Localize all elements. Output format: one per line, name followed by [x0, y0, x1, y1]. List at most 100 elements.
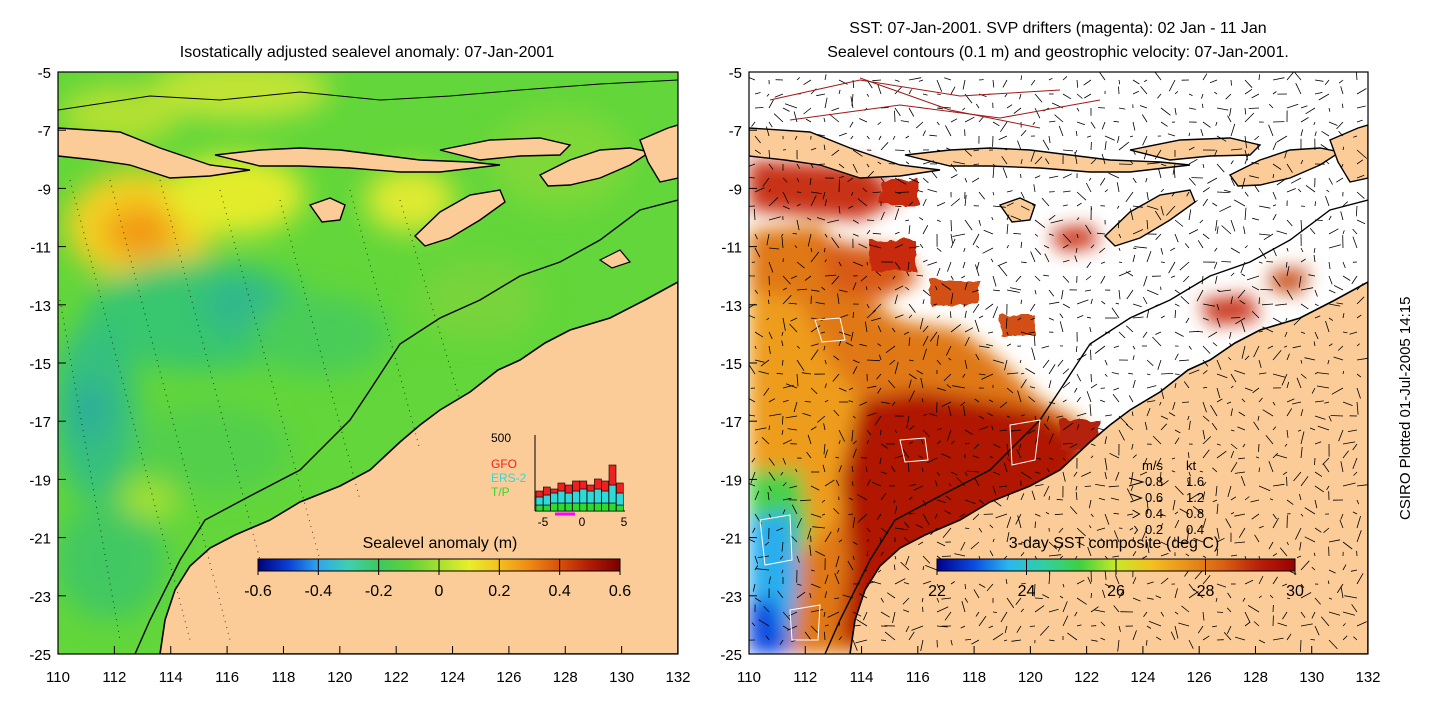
velocity-vector — [866, 479, 871, 487]
velocity-vector — [1132, 205, 1143, 208]
velocity-vector — [754, 107, 764, 109]
velocity-vector — [1085, 182, 1092, 193]
velocity-vector — [1276, 177, 1288, 186]
velocity-vector — [1003, 148, 1008, 151]
velocity-vector — [781, 340, 784, 347]
velocity-vector — [1286, 266, 1290, 277]
right-y-tick-label: -13 — [720, 298, 742, 315]
velocity-vector — [1356, 484, 1368, 487]
velocity-vector — [1293, 471, 1302, 482]
velocity-vector — [1214, 91, 1218, 95]
velocity-vector — [866, 93, 870, 97]
velocity-vector — [1101, 300, 1106, 305]
velocity-vector — [784, 103, 798, 109]
velocity-vector — [1300, 219, 1303, 232]
velocity-vector — [823, 611, 826, 617]
velocity-vector — [855, 639, 868, 644]
velocity-vector — [963, 405, 966, 417]
left-x-tick-label: 116 — [215, 669, 239, 686]
velocity-vector — [922, 130, 926, 137]
velocity-vector — [1342, 370, 1345, 375]
velocity-vector — [1292, 401, 1302, 405]
left-north-coast — [58, 79, 678, 111]
velocity-vector — [763, 606, 770, 613]
velocity-vector — [1006, 223, 1009, 235]
velocity-vector — [1241, 273, 1246, 277]
velocity-vector — [815, 302, 826, 305]
velocity-vector — [1328, 275, 1333, 285]
velocity-vector — [1013, 107, 1022, 114]
velocity-vector — [822, 464, 826, 473]
velocity-vector — [936, 219, 941, 222]
velocity-vector — [1234, 541, 1246, 544]
velocity-vector — [950, 292, 954, 305]
velocity-vector — [796, 177, 800, 182]
velocity-vector — [1159, 401, 1162, 406]
velocity-vector — [761, 437, 770, 445]
velocity-vector — [964, 597, 969, 603]
velocity-vector — [1202, 370, 1208, 375]
right-x-tick-label: 120 — [1018, 669, 1043, 686]
velocity-vector — [894, 261, 901, 270]
velocity-vector — [809, 177, 812, 185]
velocity-vector — [1230, 160, 1234, 165]
velocity-vector — [936, 149, 941, 151]
histogram-bar — [601, 502, 610, 512]
velocity-vector — [973, 443, 980, 449]
velocity-vector — [1185, 553, 1190, 557]
velocity-vector — [1132, 345, 1136, 350]
velocity-vector — [1272, 247, 1277, 257]
velocity-vector — [959, 513, 966, 518]
histogram-bar — [586, 502, 595, 512]
velocity-vector — [922, 513, 930, 525]
velocity-vector — [880, 142, 889, 151]
velocity-vector — [838, 622, 840, 627]
velocity-vector — [1160, 513, 1166, 517]
velocity-vector — [992, 443, 1001, 449]
velocity-vector — [952, 385, 966, 389]
left-colorbar-tick-label: 0 — [435, 583, 444, 600]
velocity-vector — [749, 77, 756, 81]
velocity-vector — [1215, 485, 1218, 496]
velocity-vector — [1062, 76, 1068, 81]
velocity-vector — [1286, 499, 1294, 505]
velocity-vector — [1316, 385, 1330, 389]
velocity-vector — [1125, 423, 1134, 431]
velocity-vector — [1005, 317, 1008, 329]
velocity-vector — [1336, 583, 1344, 594]
velocity-vector — [1356, 621, 1367, 627]
velocity-vector — [1090, 427, 1095, 431]
velocity-vector — [1034, 175, 1041, 179]
velocity-vector — [929, 331, 938, 342]
velocity-vector — [1090, 606, 1099, 613]
velocity-vector — [1304, 357, 1316, 361]
velocity-vector — [886, 592, 896, 599]
velocity-vector — [1041, 197, 1050, 207]
velocity-vector — [961, 275, 966, 279]
velocity-vector — [1017, 390, 1022, 403]
velocity-vector — [800, 499, 812, 502]
velocity-vector — [1113, 530, 1120, 543]
velocity-vector — [1216, 548, 1219, 557]
velocity-vector — [922, 413, 927, 417]
velocity-vector — [1032, 121, 1036, 126]
velocity-vector — [838, 132, 847, 137]
velocity-vector — [1356, 296, 1365, 305]
velocity-vector — [936, 79, 943, 92]
left-y-tick-label: -17 — [29, 414, 51, 431]
velocity-vector — [1174, 611, 1179, 615]
velocity-vector — [1108, 172, 1120, 179]
velocity-vector — [816, 93, 826, 97]
velocity-vector — [908, 359, 914, 362]
velocity-vector — [880, 177, 885, 183]
velocity-vector — [1180, 296, 1190, 305]
velocity-vector — [1241, 321, 1246, 333]
velocity-vector — [831, 107, 840, 112]
velocity-vector — [866, 359, 880, 362]
velocity-vector — [1196, 331, 1204, 333]
velocity-vector — [1336, 177, 1344, 183]
velocity-vector — [992, 632, 1004, 641]
velocity-vector — [1048, 457, 1054, 460]
velocity-vector — [779, 555, 784, 560]
velocity-vector — [766, 126, 770, 137]
